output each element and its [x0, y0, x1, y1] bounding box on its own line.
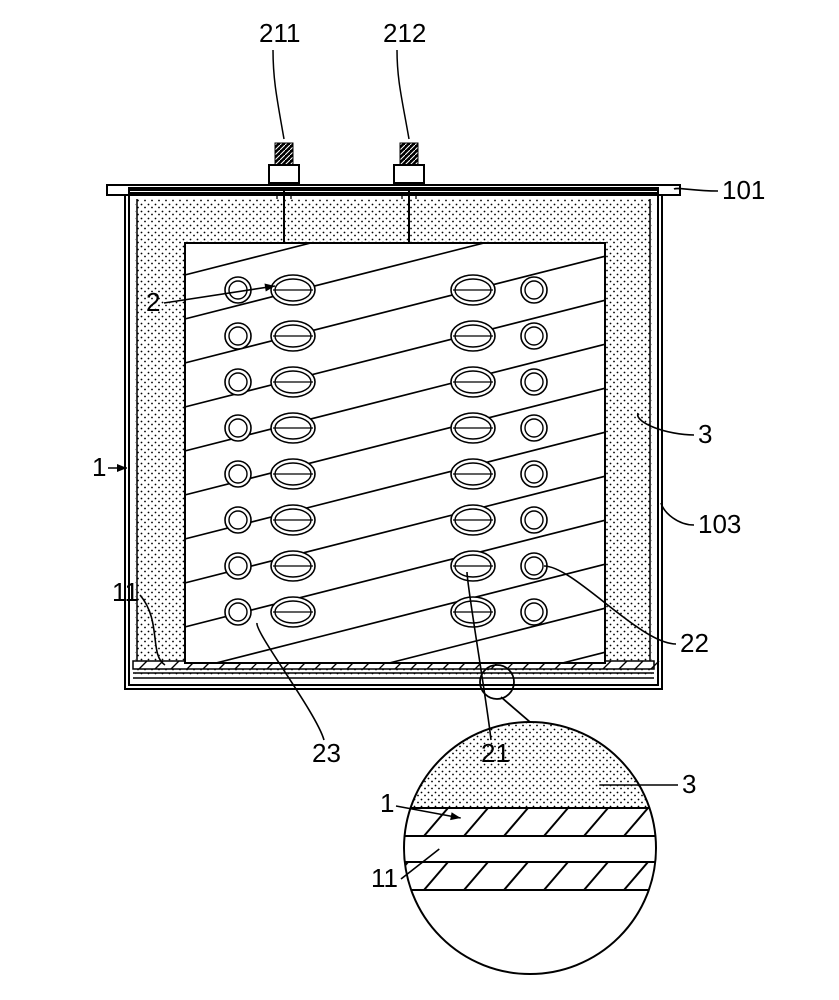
terminal-screw [275, 143, 293, 165]
leader-103 [661, 503, 694, 525]
label-211: 211 [259, 18, 300, 48]
detail-connector [501, 697, 530, 722]
detail-view [384, 722, 688, 974]
label-3: 3 [682, 769, 696, 799]
leader-211 [273, 50, 284, 139]
label-212: 212 [383, 18, 426, 48]
label-11: 11 [112, 577, 139, 607]
label-22: 22 [680, 628, 709, 658]
inner-core-rect [185, 243, 605, 663]
label-103: 103 [698, 509, 741, 539]
label-3: 3 [698, 419, 712, 449]
label-21: 21 [481, 738, 510, 768]
label-1: 1 [380, 788, 394, 818]
terminal-screw [400, 143, 418, 165]
terminal-base [269, 165, 299, 183]
label-23: 23 [312, 738, 341, 768]
label-2: 2 [146, 287, 160, 317]
leader-212 [397, 50, 409, 139]
label-101: 101 [722, 175, 765, 205]
label-1: 1 [92, 452, 106, 482]
terminal-base [394, 165, 424, 183]
label-11: 11 [371, 863, 398, 893]
